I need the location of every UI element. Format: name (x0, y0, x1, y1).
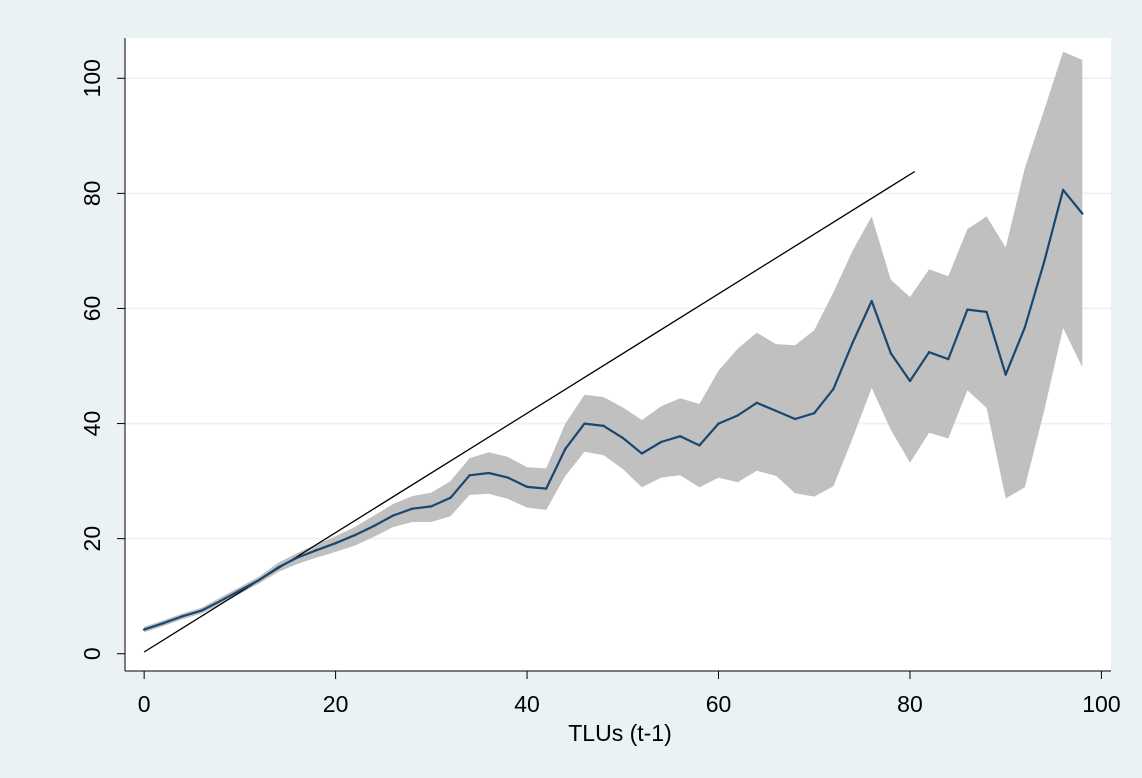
mean-point (679, 435, 682, 438)
mean-point (583, 422, 586, 425)
y-tick-label: 20 (79, 526, 105, 552)
mean-point (793, 417, 797, 421)
y-tick-label: 0 (79, 647, 105, 660)
mean-point (813, 411, 816, 415)
mean-point (851, 341, 854, 345)
mean-point (372, 524, 376, 528)
mean-point (449, 496, 452, 499)
mean-point (908, 379, 912, 383)
mean-point (1061, 188, 1065, 192)
mean-point (525, 485, 529, 489)
mean-point (966, 308, 969, 311)
mean-point (947, 357, 950, 361)
mean-point (985, 310, 988, 314)
mean-point (927, 350, 931, 354)
confidence-band (144, 51, 1083, 633)
mean-point (257, 578, 261, 582)
mean-point (889, 352, 893, 355)
mean-point (487, 471, 490, 475)
mean-point (1004, 373, 1007, 376)
mean-point (640, 452, 644, 455)
x-tick-label: 80 (897, 691, 923, 717)
mean-point (430, 505, 433, 508)
mean-point (659, 440, 663, 444)
mean-point (391, 514, 395, 517)
y-tick-label: 60 (79, 296, 105, 322)
mean-point (410, 507, 414, 510)
mean-point (162, 622, 165, 625)
mean-point (564, 447, 567, 451)
mean-point (755, 401, 759, 405)
mean-point (181, 615, 184, 618)
mean-point (832, 387, 835, 391)
mean-point (353, 533, 356, 537)
mean-points (142, 188, 1084, 631)
mean-point (545, 487, 548, 490)
mean-point (468, 474, 471, 477)
x-tick-label: 20 (323, 691, 349, 717)
x-tick-label: 60 (706, 691, 732, 717)
mean-point (736, 414, 739, 417)
mean-point (142, 628, 146, 631)
x-tick-label: 100 (1082, 691, 1120, 717)
y-tick-label: 100 (79, 59, 105, 97)
mean-point (296, 556, 299, 559)
mean-point (276, 566, 280, 569)
x-tick-label: 0 (138, 691, 151, 717)
mean-point (506, 476, 510, 479)
mean-line (143, 188, 1084, 631)
mean-point (219, 599, 222, 602)
mean-point (200, 609, 203, 612)
y-tick-label: 40 (79, 411, 105, 437)
mean-point (1042, 261, 1046, 264)
mean-point (238, 589, 242, 592)
x-ticks: 0 20 40 60 80 100 (138, 671, 1121, 717)
mean-point (621, 436, 624, 440)
mean-point (315, 548, 318, 552)
x-tick-label: 40 (514, 691, 540, 717)
mean-point (602, 424, 605, 428)
mean-point (334, 542, 337, 545)
x-axis-label: TLUs (t-1) (568, 720, 672, 746)
mean-point (717, 422, 720, 425)
mean-point (1023, 326, 1027, 329)
mean-point (1081, 212, 1084, 215)
mean-point (698, 444, 701, 447)
y-tick-label: 80 (79, 181, 105, 207)
mean-point (870, 299, 873, 303)
mean-point (774, 409, 778, 413)
y-ticks: 0 20 40 60 80 100 (79, 59, 125, 660)
